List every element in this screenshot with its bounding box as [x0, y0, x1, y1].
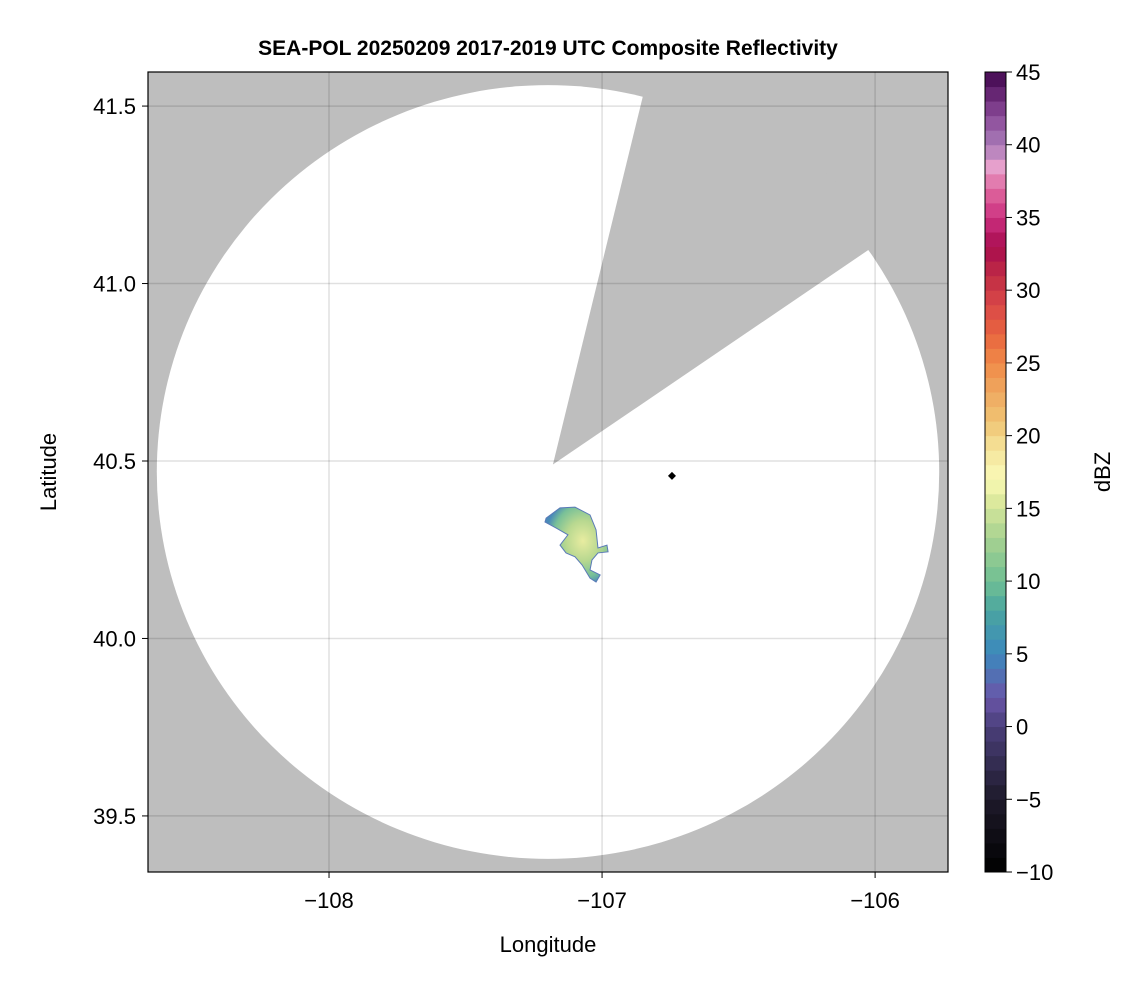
chart-title: SEA-POL 20250209 2017-2019 UTC Composite…	[258, 37, 838, 60]
reflectivity-echo	[544, 506, 609, 583]
colorbar-band	[985, 115, 1006, 131]
colorbar-tick-label: 5	[1016, 642, 1028, 667]
colorbar-tick-label: 10	[1016, 569, 1040, 594]
colorbar-band	[985, 784, 1006, 800]
colorbar-band	[985, 435, 1006, 451]
colorbar-band	[985, 813, 1006, 829]
x-tick-label: −106	[850, 888, 900, 913]
colorbar-band	[985, 275, 1006, 291]
colorbar-band	[985, 362, 1006, 378]
colorbar-band	[985, 639, 1006, 655]
colorbar-band	[985, 290, 1006, 306]
colorbar-band	[985, 188, 1006, 204]
colorbar-band	[985, 333, 1006, 349]
colorbar-band	[985, 72, 1006, 88]
colorbar-band	[985, 319, 1006, 335]
axes: −108 −107 −106 39.5 40.0 40.5 41.0 41.5	[93, 94, 900, 913]
colorbar-band	[985, 741, 1006, 757]
colorbar-band	[985, 101, 1006, 117]
colorbar-band	[985, 232, 1006, 248]
colorbar-band	[985, 450, 1006, 466]
x-tick-label: −107	[577, 888, 627, 913]
colorbar-band	[985, 842, 1006, 858]
colorbar-band	[985, 537, 1006, 553]
y-tick-label: 41.0	[93, 272, 136, 297]
colorbar-band	[985, 508, 1006, 524]
plot-area	[148, 72, 948, 872]
colorbar-band	[985, 217, 1006, 233]
colorbar-band	[985, 144, 1006, 160]
colorbar-band	[985, 581, 1006, 597]
colorbar-tick-label: −10	[1016, 860, 1053, 885]
colorbar-band	[985, 493, 1006, 509]
colorbar-band	[985, 595, 1006, 611]
y-axis-label: Latitude	[36, 433, 61, 511]
colorbar-band	[985, 173, 1006, 189]
colorbar-band	[985, 86, 1006, 102]
colorbar-tick-label: −5	[1016, 787, 1041, 812]
colorbar-band	[985, 653, 1006, 669]
colorbar-band	[985, 377, 1006, 393]
colorbar-tick-label: 20	[1016, 424, 1040, 449]
colorbar-band	[985, 682, 1006, 698]
colorbar-tick-label: 25	[1016, 351, 1040, 376]
colorbar-tick-label: 15	[1016, 496, 1040, 521]
colorbar-band	[985, 246, 1006, 262]
colorbar-band	[985, 202, 1006, 218]
colorbar: −10 −5 0 5 10 15 20 25 30 35 40 45	[984, 60, 1053, 885]
colorbar-band	[985, 755, 1006, 771]
colorbar-tick-label: 0	[1016, 715, 1028, 740]
colorbar-band	[985, 668, 1006, 684]
colorbar-band	[985, 464, 1006, 480]
plot-frame	[147, 71, 949, 873]
colorbar-band	[985, 799, 1006, 815]
colorbar-band	[985, 610, 1006, 626]
y-tick-label: 40.0	[93, 626, 136, 651]
colorbar-band	[985, 566, 1006, 582]
y-tick-label: 40.5	[93, 449, 136, 474]
colorbar-label: dBZ	[1090, 452, 1115, 492]
colorbar-band	[985, 348, 1006, 364]
colorbar-band	[985, 552, 1006, 568]
colorbar-band	[985, 857, 1006, 873]
colorbar-band	[985, 712, 1006, 728]
colorbar-tick-label: 30	[1016, 278, 1040, 303]
colorbar-band	[985, 522, 1006, 538]
colorbar-band	[985, 159, 1006, 175]
colorbar-tick-label: 35	[1016, 205, 1040, 230]
site-marker	[667, 471, 676, 480]
colorbar-frame	[984, 71, 1007, 873]
colorbar-band	[985, 130, 1006, 146]
blocked-sector	[552, 77, 885, 465]
colorbar-band	[985, 828, 1006, 844]
colorbar-tick-label: 45	[1016, 60, 1040, 85]
colorbar-band	[985, 304, 1006, 320]
colorbar-band	[985, 261, 1006, 277]
x-tick-label: −108	[304, 888, 354, 913]
y-tick-label: 41.5	[93, 94, 136, 119]
colorbar-band	[985, 697, 1006, 713]
y-tick-label: 39.5	[93, 804, 136, 829]
colorbar-band	[985, 392, 1006, 408]
x-axis-label: Longitude	[500, 932, 597, 957]
colorbar-tick-label: 40	[1016, 133, 1040, 158]
colorbar-band	[985, 479, 1006, 495]
colorbar-band	[985, 406, 1006, 422]
colorbar-band	[985, 624, 1006, 640]
colorbar-band	[985, 726, 1006, 742]
colorbar-band	[985, 421, 1006, 437]
colorbar-band	[985, 770, 1006, 786]
